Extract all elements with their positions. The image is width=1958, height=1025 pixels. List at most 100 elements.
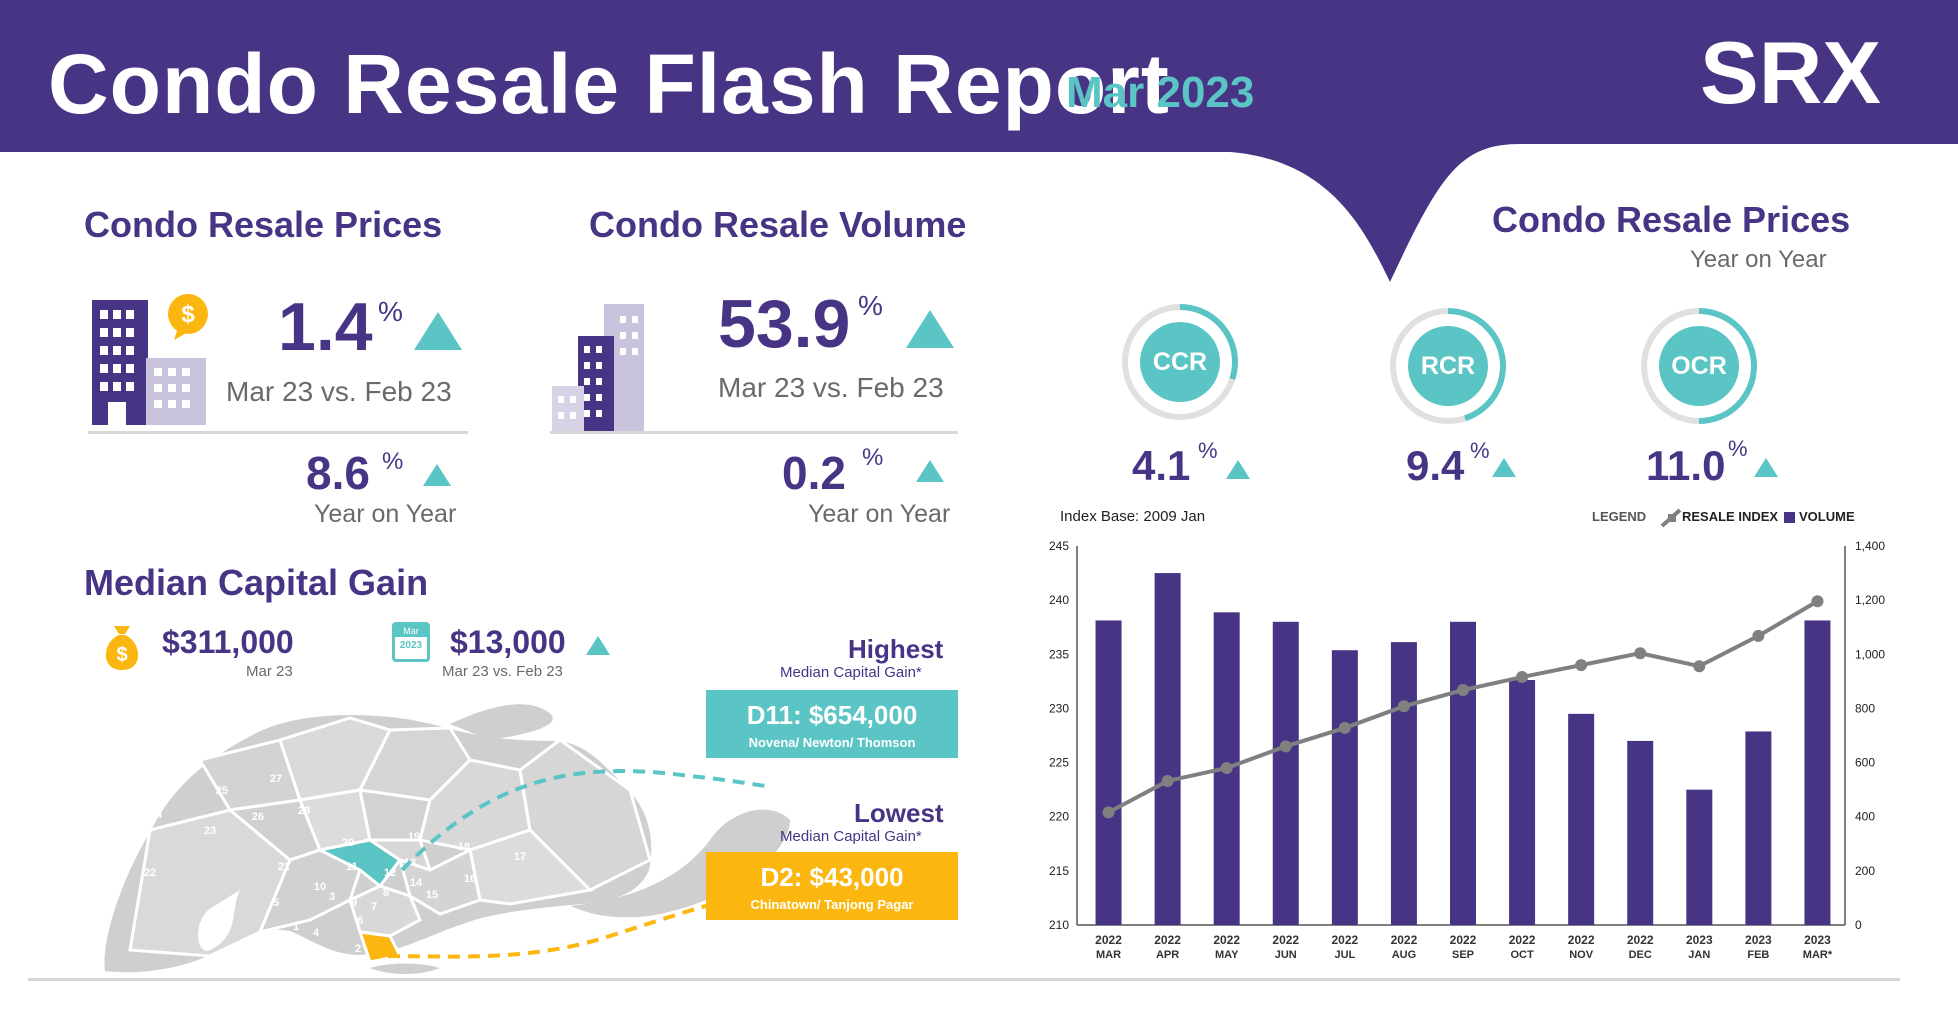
resale-index-point (1575, 659, 1588, 672)
prices-yoy-label: Year on Year (314, 500, 457, 528)
volume-divider (550, 431, 958, 434)
ocr-value: 11.0 (1646, 442, 1726, 489)
singapore-district-map: 1 2 3 4 5 6 7 8 9 10 11 12 13 14 15 16 1… (102, 704, 790, 975)
volume-bar (1390, 642, 1417, 925)
ccr-up-icon (1226, 460, 1250, 479)
x-tick-month: SEP (1452, 949, 1474, 961)
volume-yoy-pct: % (862, 444, 884, 471)
x-tick-year: 2022 (1213, 933, 1240, 947)
rcr-ring: RCR (1390, 308, 1506, 424)
ccr-ring: CCR (1122, 304, 1238, 420)
district-25-label: 25 (216, 785, 228, 797)
x-tick-month: JAN (1688, 949, 1710, 961)
prices-mom-value: 1.4 (278, 289, 373, 365)
resale-index-point (1811, 595, 1824, 608)
lowest-value: D2: $43,000 (760, 862, 904, 892)
volume-yoy-label: Year on Year (808, 500, 951, 528)
prices-mom-up-icon (414, 312, 462, 350)
volume-bar (1095, 620, 1122, 925)
volume-bar (1804, 620, 1831, 925)
district-23-label: 23 (204, 825, 216, 837)
legend-volume-label: VOLUME (1799, 509, 1855, 524)
district-26-label: 26 (252, 811, 264, 823)
y-left-tick-label: 240 (1049, 593, 1069, 607)
x-tick-month: JUL (1334, 949, 1355, 961)
rcr-pct: % (1470, 438, 1490, 463)
ocr-pct: % (1728, 436, 1748, 461)
district-28-label: 28 (298, 805, 310, 817)
district-2-label: 2 (355, 943, 361, 955)
volume-bar (1686, 789, 1713, 925)
legend-index-label: RESALE INDEX (1682, 509, 1779, 524)
volume-bar (1450, 621, 1476, 925)
x-tick-year: 2023 (1686, 933, 1713, 947)
volume-bar (1272, 621, 1299, 925)
district-17-label: 17 (514, 851, 526, 863)
volume-mom-up-icon (906, 310, 954, 348)
district-12-label: 12 (384, 867, 396, 879)
legend-title: LEGEND (1592, 509, 1647, 524)
header-band (0, 0, 1958, 282)
ccr-badge: CCR (1140, 322, 1220, 402)
legend-volume-swatch (1784, 512, 1795, 523)
district-21-label: 21 (278, 861, 290, 873)
district-16-label: 16 (464, 873, 476, 885)
srx-logo-text: SRX (1700, 23, 1881, 122)
district-15-label: 15 (426, 889, 438, 901)
highest-areas: Novena/ Newton/ Thomson (748, 735, 916, 750)
x-tick-year: 2022 (1450, 933, 1477, 947)
lowest-title: Lowest (854, 798, 944, 828)
ccr-pct: % (1198, 438, 1218, 463)
highest-title: Highest (848, 634, 944, 664)
volume-bar (1509, 680, 1536, 925)
district-7-label: 7 (371, 901, 377, 913)
lowest-areas: Chinatown/ Tanjong Pagar (750, 897, 914, 912)
x-tick-month: JUN (1275, 949, 1297, 961)
report-title: Condo Resale Flash Report (48, 37, 1170, 131)
gain-change-value: $13,000 (450, 624, 566, 660)
highest-sub: Median Capital Gain* (780, 664, 922, 681)
district-18-label: 18 (458, 841, 470, 853)
lowest-sub: Median Capital Gain* (780, 828, 922, 845)
resale-chart: 210 215 220 225 230 235 240 245 0 200 400 600 800 1,0… (1049, 539, 1885, 961)
volume-bar (1568, 713, 1595, 925)
prices-heading: Condo Resale Prices (84, 204, 443, 245)
index-base-label: Index Base: 2009 Jan (1060, 508, 1206, 525)
dollar-bubble-icon: $ (168, 294, 208, 340)
district-8-label: 8 (383, 887, 389, 899)
y-left-tick-label: 220 (1049, 810, 1069, 824)
svg-text:$: $ (181, 301, 195, 328)
regions-heading: Condo Resale Prices (1492, 199, 1851, 240)
buildings-icon (552, 304, 644, 434)
x-tick-year: 2022 (1272, 933, 1299, 947)
x-tick-year: 2022 (1331, 933, 1358, 947)
volume-bar (1745, 731, 1772, 925)
district-9-label: 9 (351, 897, 357, 909)
report-date: Mar 2023 (1066, 68, 1255, 117)
x-tick-month: FEB (1747, 949, 1769, 961)
gain-change-label: Mar 23 vs. Feb 23 (442, 663, 563, 680)
highest-box: D11: $654,000 Novena/ Newton/ Thomson (706, 690, 958, 758)
calendar-icon: Mar 2023 (392, 622, 430, 662)
resale-index-point (1102, 806, 1115, 819)
volume-yoy-value: 0.2 (782, 447, 846, 499)
y-left-tick-label: 215 (1049, 864, 1069, 878)
x-tick-year: 2022 (1568, 933, 1595, 947)
rcr-up-icon (1492, 458, 1516, 477)
y-right-tick-label: 200 (1855, 864, 1875, 878)
district-6-label: 6 (357, 915, 363, 927)
x-tick-month: MAY (1215, 949, 1239, 961)
y-right-tick-label: 600 (1855, 756, 1875, 770)
ocr-badge: OCR (1659, 326, 1739, 406)
gain-change-up-icon (586, 636, 610, 655)
srx-logo: SRX (1700, 22, 1881, 124)
y-left-tick-label: 245 (1049, 539, 1069, 553)
prices-divider (88, 431, 468, 434)
district-4-label: 4 (313, 927, 320, 939)
ocr-up-icon (1754, 458, 1778, 477)
district-5-label: 5 (273, 897, 279, 909)
volume-mom-pct: % (858, 290, 883, 321)
x-tick-year: 2022 (1391, 933, 1418, 947)
x-tick-year: 2022 (1154, 933, 1181, 947)
district-19-label: 19 (408, 831, 420, 843)
